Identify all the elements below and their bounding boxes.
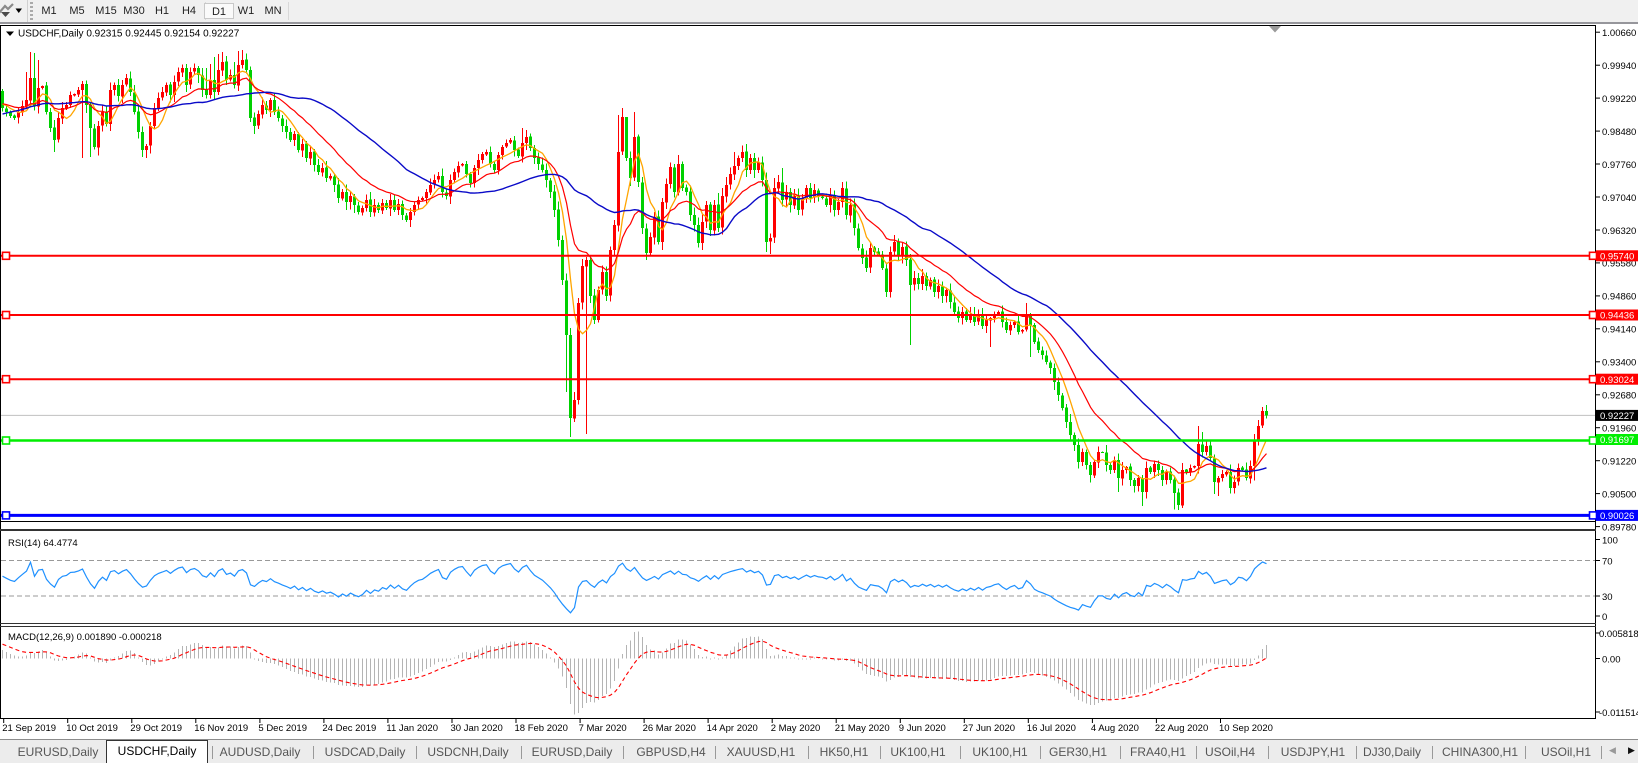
svg-text:0: 0 [1602,612,1607,623]
svg-text:0.99940: 0.99940 [1602,61,1636,72]
svg-text:2 May 2020: 2 May 2020 [771,723,821,734]
svg-text:27 Jun 2020: 27 Jun 2020 [963,723,1015,734]
svg-text:100: 100 [1602,535,1618,546]
svg-text:0.005818: 0.005818 [1599,629,1638,640]
svg-text:0.97760: 0.97760 [1602,160,1636,171]
svg-text:-0.011514: -0.011514 [1599,708,1638,719]
svg-text:7 Mar 2020: 7 Mar 2020 [579,723,627,734]
svg-text:14 Apr 2020: 14 Apr 2020 [707,723,758,734]
svg-text:24 Dec 2019: 24 Dec 2019 [322,723,376,734]
svg-text:0.90500: 0.90500 [1602,489,1636,500]
svg-text:29 Oct 2019: 29 Oct 2019 [130,723,182,734]
svg-text:0.90026: 0.90026 [1600,511,1634,522]
svg-text:0.94436: 0.94436 [1600,311,1634,322]
svg-text:22 Aug 2020: 22 Aug 2020 [1155,723,1208,734]
svg-text:30: 30 [1602,592,1613,603]
svg-text:16 Nov 2019: 16 Nov 2019 [194,723,248,734]
svg-text:0.95580: 0.95580 [1602,259,1636,270]
svg-text:26 Mar 2020: 26 Mar 2020 [643,723,696,734]
svg-text:0.97040: 0.97040 [1602,193,1636,204]
svg-text:0.94860: 0.94860 [1602,292,1636,303]
svg-text:MACD(12,26,9) 0.001890 -0.0002: MACD(12,26,9) 0.001890 -0.000218 [8,632,162,643]
svg-text:0.94140: 0.94140 [1602,325,1636,336]
svg-text:0.96320: 0.96320 [1602,226,1636,237]
svg-text:5 Dec 2019: 5 Dec 2019 [258,723,307,734]
svg-text:0.92680: 0.92680 [1602,391,1636,402]
svg-text:0.00: 0.00 [1602,654,1621,665]
svg-text:0.91960: 0.91960 [1602,424,1636,435]
svg-text:0.93400: 0.93400 [1602,358,1636,369]
svg-text:10 Sep 2020: 10 Sep 2020 [1219,723,1273,734]
svg-text:30 Jan 2020: 30 Jan 2020 [451,723,503,734]
svg-text:0.91220: 0.91220 [1602,457,1636,468]
svg-text:0.89780: 0.89780 [1602,522,1636,533]
svg-text:16 Jul 2020: 16 Jul 2020 [1027,723,1076,734]
svg-text:0.91697: 0.91697 [1600,435,1634,446]
svg-text:21 Sep 2019: 21 Sep 2019 [2,723,56,734]
svg-text:70: 70 [1602,556,1613,567]
svg-text:0.99220: 0.99220 [1602,94,1636,105]
svg-text:0.98480: 0.98480 [1602,127,1636,138]
svg-text:10 Oct 2019: 10 Oct 2019 [66,723,118,734]
svg-text:0.95740: 0.95740 [1600,251,1634,262]
svg-text:21 May 2020: 21 May 2020 [835,723,890,734]
svg-text:18 Feb 2020: 18 Feb 2020 [515,723,568,734]
svg-text:4 Aug 2020: 4 Aug 2020 [1091,723,1139,734]
svg-text:11 Jan 2020: 11 Jan 2020 [386,723,438,734]
svg-text:9 Jun 2020: 9 Jun 2020 [899,723,946,734]
svg-text:RSI(14) 64.4774: RSI(14) 64.4774 [8,538,78,549]
svg-text:0.93024: 0.93024 [1600,375,1634,386]
svg-text:USDCHF,Daily 0.92315 0.92445: USDCHF,Daily 0.92315 0.92445 0.92154 0.9… [18,29,240,40]
svg-text:1.00660: 1.00660 [1602,28,1636,39]
svg-text:0.92227: 0.92227 [1600,411,1634,422]
